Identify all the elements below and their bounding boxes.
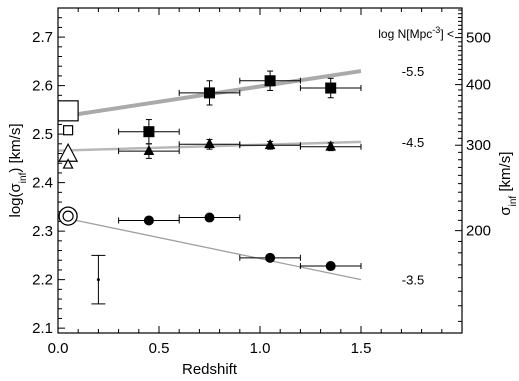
- plot-frame: [57, 7, 463, 334]
- series-label-triangle: -4.5: [402, 135, 424, 150]
- y-axis-title-right: σinf [km/s]: [497, 152, 519, 216]
- fit-line-circle: [57, 215, 362, 281]
- y-tick-label: 2.3: [32, 223, 53, 240]
- y-left-title-sub: inf: [18, 172, 29, 183]
- y-tick-label: 2.2: [32, 272, 53, 289]
- data-point-triangle: [325, 140, 337, 151]
- data-point-circle: [265, 252, 276, 263]
- tick-layer: 0.0 0.5 1.0 1.5 2.1 2.2 2.3 2.4 2.5 2.6 2.7 200 300 4…: [32, 8, 491, 357]
- density-header-sup: -3: [432, 25, 440, 35]
- local-point-square-large: [57, 100, 79, 122]
- local-point-square-small: [62, 125, 74, 136]
- data-point-square: [264, 75, 276, 87]
- data-point-triangle: [204, 138, 215, 149]
- x-tick-label: 0.0: [48, 340, 69, 357]
- x-tick-label: 0.5: [149, 340, 170, 357]
- y-tick-label: 2.6: [32, 78, 53, 95]
- y-tick-label: 2.7: [32, 29, 53, 46]
- y-left-title-main: log(σ: [7, 182, 24, 217]
- right-tick-label: 200: [466, 223, 491, 240]
- y-tick-label: 2.5: [32, 126, 53, 143]
- right-tick-label: 500: [466, 30, 491, 47]
- density-header-main: log N[Mpc: [378, 27, 432, 41]
- data-point-square: [204, 87, 215, 99]
- data-point-circle: [204, 212, 215, 223]
- right-tick-label: 300: [466, 137, 491, 154]
- y-left-title-unit: ) [km/s]: [7, 123, 24, 172]
- density-header-end: ] <: [440, 27, 454, 41]
- density-header: log N[Mpc-3] <: [378, 25, 454, 41]
- local-point-circle-inner: [62, 210, 74, 222]
- data-point-circle: [325, 261, 336, 272]
- data-markers: [57, 70, 362, 305]
- data-point-square: [143, 126, 155, 138]
- data-point-circle: [143, 215, 154, 226]
- data-point-triangle: [264, 139, 276, 150]
- data-point-square: [325, 82, 337, 94]
- series-labels: -5.5 -4.5 -3.5: [402, 64, 424, 288]
- series-label-circle: -3.5: [402, 273, 424, 288]
- x-tick-label: 1.0: [250, 340, 271, 357]
- y-axis-title-left: log(σinf) [km/s]: [7, 123, 29, 217]
- x-tick-label: 1.5: [351, 340, 372, 357]
- data-point-triangle: [143, 144, 155, 155]
- y-right-title-unit: [km/s]: [497, 152, 514, 196]
- x-axis-title: Redshift: [182, 361, 238, 378]
- local-point-triangle-small: [62, 158, 74, 169]
- y-right-title-main: σ: [497, 206, 514, 216]
- y-tick-label: 2.1: [32, 320, 53, 337]
- y-tick-label: 2.4: [32, 175, 53, 192]
- typical-error-point: [96, 278, 100, 282]
- y-right-title-sub: inf: [508, 196, 519, 207]
- series-label-square: -5.5: [402, 64, 424, 79]
- right-tick-label: 400: [466, 77, 491, 94]
